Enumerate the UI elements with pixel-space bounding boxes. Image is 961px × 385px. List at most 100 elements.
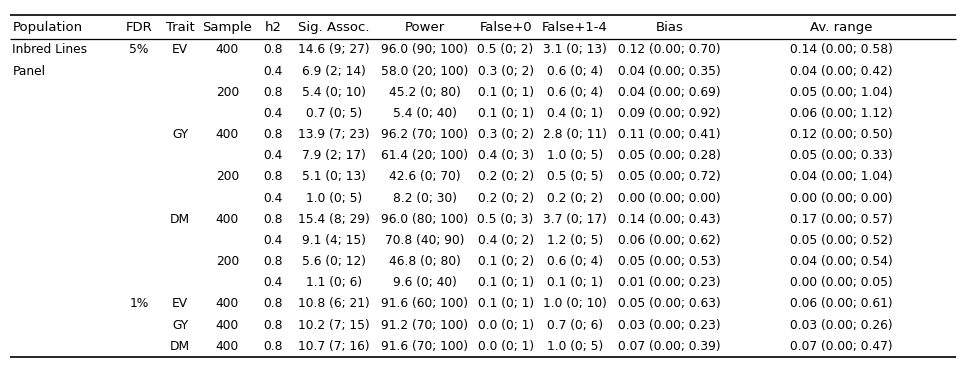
Text: 0.00 (0.00; 0.00): 0.00 (0.00; 0.00): [790, 192, 893, 204]
Text: Inbred Lines: Inbred Lines: [12, 44, 87, 56]
Text: 7.9 (2; 17): 7.9 (2; 17): [302, 149, 366, 162]
Text: 0.05 (0.00; 0.72): 0.05 (0.00; 0.72): [618, 171, 721, 183]
Text: 46.8 (0; 80): 46.8 (0; 80): [389, 255, 460, 268]
Text: 0.05 (0.00; 0.63): 0.05 (0.00; 0.63): [618, 298, 721, 310]
Text: 96.0 (80; 100): 96.0 (80; 100): [382, 213, 468, 226]
Text: 10.2 (7; 15): 10.2 (7; 15): [298, 319, 370, 331]
Text: 0.7 (0; 5): 0.7 (0; 5): [306, 107, 362, 120]
Text: 0.8: 0.8: [263, 298, 283, 310]
Text: 0.5 (0; 2): 0.5 (0; 2): [478, 44, 533, 56]
Text: 0.04 (0.00; 0.35): 0.04 (0.00; 0.35): [618, 65, 721, 77]
Text: 5.4 (0; 40): 5.4 (0; 40): [393, 107, 456, 120]
Text: DM: DM: [170, 213, 190, 226]
Text: 0.12 (0.00; 0.50): 0.12 (0.00; 0.50): [790, 128, 893, 141]
Text: Power: Power: [405, 21, 445, 34]
Text: 0.04 (0.00; 0.42): 0.04 (0.00; 0.42): [790, 65, 893, 77]
Text: 96.2 (70; 100): 96.2 (70; 100): [382, 128, 468, 141]
Text: 0.01 (0.00; 0.23): 0.01 (0.00; 0.23): [618, 276, 721, 289]
Text: 0.3 (0; 2): 0.3 (0; 2): [478, 65, 533, 77]
Text: 0.04 (0.00; 1.04): 0.04 (0.00; 1.04): [790, 171, 893, 183]
Text: EV: EV: [172, 298, 188, 310]
Text: 0.5 (0; 5): 0.5 (0; 5): [547, 171, 603, 183]
Text: Sample: Sample: [203, 21, 252, 34]
Text: 1.0 (0; 10): 1.0 (0; 10): [543, 298, 606, 310]
Text: 58.0 (20; 100): 58.0 (20; 100): [381, 65, 468, 77]
Text: 1.0 (0; 5): 1.0 (0; 5): [547, 149, 603, 162]
Text: 400: 400: [215, 128, 239, 141]
Text: 400: 400: [215, 44, 239, 56]
Text: GY: GY: [172, 128, 188, 141]
Text: 0.8: 0.8: [263, 44, 283, 56]
Text: 91.6 (60; 100): 91.6 (60; 100): [382, 298, 468, 310]
Text: 0.8: 0.8: [263, 255, 283, 268]
Text: 0.6 (0; 4): 0.6 (0; 4): [547, 65, 603, 77]
Text: 9.6 (0; 40): 9.6 (0; 40): [393, 276, 456, 289]
Text: 0.2 (0; 2): 0.2 (0; 2): [547, 192, 603, 204]
Text: 0.1 (0; 1): 0.1 (0; 1): [547, 276, 603, 289]
Text: 0.4: 0.4: [263, 276, 283, 289]
Text: 0.11 (0.00; 0.41): 0.11 (0.00; 0.41): [618, 128, 721, 141]
Text: 0.4: 0.4: [263, 107, 283, 120]
Text: Panel: Panel: [12, 65, 45, 77]
Text: 0.05 (0.00; 0.28): 0.05 (0.00; 0.28): [618, 149, 721, 162]
Text: 200: 200: [215, 255, 239, 268]
Text: 200: 200: [215, 171, 239, 183]
Text: Trait: Trait: [165, 21, 194, 34]
Text: 61.4 (20; 100): 61.4 (20; 100): [382, 149, 468, 162]
Text: 0.1 (0; 2): 0.1 (0; 2): [478, 255, 533, 268]
Text: 400: 400: [215, 298, 239, 310]
Text: 0.06 (0.00; 0.62): 0.06 (0.00; 0.62): [618, 234, 721, 247]
Text: 70.8 (40; 90): 70.8 (40; 90): [385, 234, 464, 247]
Text: 10.7 (7; 16): 10.7 (7; 16): [298, 340, 370, 353]
Text: Sig. Assoc.: Sig. Assoc.: [298, 21, 370, 34]
Text: 6.9 (2; 14): 6.9 (2; 14): [302, 65, 366, 77]
Text: 0.12 (0.00; 0.70): 0.12 (0.00; 0.70): [618, 44, 721, 56]
Text: 5.4 (0; 10): 5.4 (0; 10): [302, 86, 366, 99]
Text: 0.00 (0.00; 0.05): 0.00 (0.00; 0.05): [790, 276, 893, 289]
Text: 0.8: 0.8: [263, 213, 283, 226]
Text: 0.6 (0; 4): 0.6 (0; 4): [547, 86, 603, 99]
Text: Av. range: Av. range: [810, 21, 873, 34]
Text: 0.17 (0.00; 0.57): 0.17 (0.00; 0.57): [790, 213, 893, 226]
Text: False+1-4: False+1-4: [542, 21, 607, 34]
Text: 13.9 (7; 23): 13.9 (7; 23): [298, 128, 370, 141]
Text: 0.8: 0.8: [263, 319, 283, 331]
Text: 91.2 (70; 100): 91.2 (70; 100): [382, 319, 468, 331]
Text: 1%: 1%: [129, 298, 148, 310]
Text: 400: 400: [215, 319, 239, 331]
Text: 14.6 (9; 27): 14.6 (9; 27): [298, 44, 370, 56]
Text: 0.05 (0.00; 0.53): 0.05 (0.00; 0.53): [618, 255, 721, 268]
Text: 96.0 (90; 100): 96.0 (90; 100): [382, 44, 468, 56]
Text: 0.1 (0; 1): 0.1 (0; 1): [478, 107, 533, 120]
Text: FDR: FDR: [126, 21, 152, 34]
Text: 0.05 (0.00; 0.33): 0.05 (0.00; 0.33): [790, 149, 893, 162]
Text: 3.1 (0; 13): 3.1 (0; 13): [543, 44, 606, 56]
Text: 0.0 (0; 1): 0.0 (0; 1): [478, 340, 533, 353]
Text: 10.8 (6; 21): 10.8 (6; 21): [298, 298, 370, 310]
Text: 0.4 (0; 2): 0.4 (0; 2): [478, 234, 533, 247]
Text: 0.4 (0; 1): 0.4 (0; 1): [547, 107, 603, 120]
Text: 0.05 (0.00; 1.04): 0.05 (0.00; 1.04): [790, 86, 893, 99]
Text: 0.06 (0.00; 0.61): 0.06 (0.00; 0.61): [790, 298, 893, 310]
Text: 0.3 (0; 2): 0.3 (0; 2): [478, 128, 533, 141]
Text: 0.2 (0; 2): 0.2 (0; 2): [478, 171, 533, 183]
Text: 0.6 (0; 4): 0.6 (0; 4): [547, 255, 603, 268]
Text: 0.03 (0.00; 0.26): 0.03 (0.00; 0.26): [790, 319, 893, 331]
Text: 5.6 (0; 12): 5.6 (0; 12): [302, 255, 366, 268]
Text: 0.5 (0; 3): 0.5 (0; 3): [478, 213, 533, 226]
Text: DM: DM: [170, 340, 190, 353]
Text: 0.4: 0.4: [263, 65, 283, 77]
Text: 0.0 (0; 1): 0.0 (0; 1): [478, 319, 533, 331]
Text: 0.2 (0; 2): 0.2 (0; 2): [478, 192, 533, 204]
Text: 0.00 (0.00; 0.00): 0.00 (0.00; 0.00): [618, 192, 721, 204]
Text: 1.0 (0; 5): 1.0 (0; 5): [306, 192, 362, 204]
Text: 0.4: 0.4: [263, 149, 283, 162]
Text: Bias: Bias: [655, 21, 683, 34]
Text: 2.8 (0; 11): 2.8 (0; 11): [543, 128, 606, 141]
Text: 1.0 (0; 5): 1.0 (0; 5): [547, 340, 603, 353]
Text: 1.2 (0; 5): 1.2 (0; 5): [547, 234, 603, 247]
Text: 42.6 (0; 70): 42.6 (0; 70): [389, 171, 460, 183]
Text: 0.8: 0.8: [263, 171, 283, 183]
Text: 8.2 (0; 30): 8.2 (0; 30): [393, 192, 456, 204]
Text: GY: GY: [172, 319, 188, 331]
